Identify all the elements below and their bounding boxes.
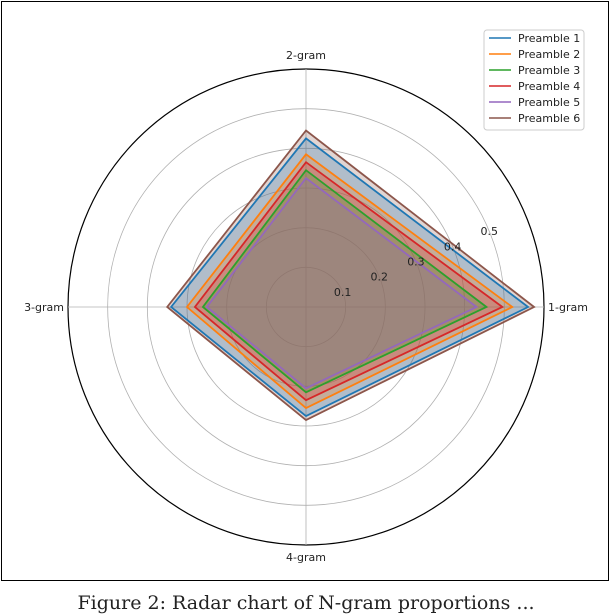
series-polygon (185, 153, 515, 410)
figure-caption: Figure 2: Radar chart of N-gram proporti… (77, 592, 535, 614)
axis-label: 3-gram (24, 301, 64, 314)
radar-grid (67, 68, 545, 546)
axis-label: 4-gram (286, 551, 326, 564)
figure-frame (1, 1, 609, 581)
chart-labels: 1-gram 2-gram 3-gram 4-gram 0.1 0.2 0.3 0.4 0.5 (24, 49, 588, 564)
radial-tick-label: 0.2 (371, 271, 389, 284)
legend-box (483, 29, 585, 131)
radial-tick-label: 0.5 (480, 225, 498, 238)
legend-label: Preamble 1 (518, 32, 580, 45)
series-polygons (165, 129, 536, 422)
series-polygon (169, 137, 530, 418)
series-polygon (205, 176, 479, 390)
series-polygon (165, 129, 536, 422)
radial-tick-label: 0.3 (407, 255, 425, 268)
legend-label: Preamble 5 (518, 96, 580, 109)
radial-tick-label: 0.1 (334, 286, 352, 299)
radial-tick-label: 0.4 (444, 240, 462, 253)
legend-label: Preamble 6 (518, 112, 580, 125)
legend-label: Preamble 2 (518, 48, 580, 61)
legend: Preamble 1 Preamble 2 Preamble 3 Preamble 4… (483, 29, 585, 131)
axis-label: 1-gram (548, 301, 588, 314)
axis-label: 2-gram (286, 49, 326, 62)
radar-chart: 1-gram2-gram3-gram4-gram0.10.20.30.40.5 … (24, 29, 588, 564)
legend-label: Preamble 3 (518, 64, 580, 77)
legend-label: Preamble 4 (518, 80, 580, 93)
